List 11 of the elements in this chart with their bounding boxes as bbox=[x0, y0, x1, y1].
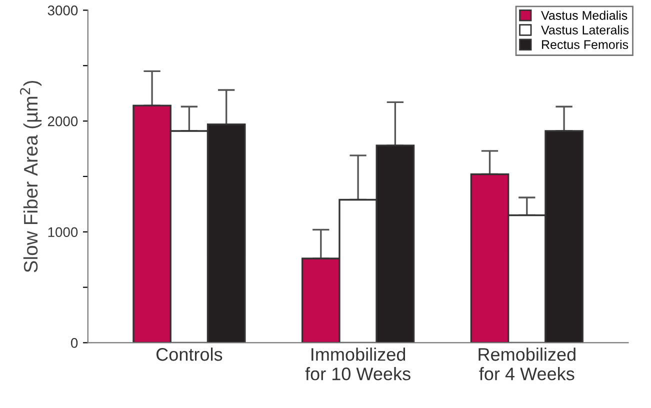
x-tick-label: Immobilized for 10 Weeks bbox=[305, 348, 410, 380]
y-tick-label: 3000 bbox=[48, 6, 78, 16]
x-tick-label: Remobilized for 4 Weeks bbox=[478, 348, 576, 380]
y-axis-title: Slow Fiber Area (µm$^{2}$) bbox=[20, 80, 42, 272]
y-tick-label: 2000 bbox=[48, 116, 78, 126]
y-tick-label: 0 bbox=[70, 338, 78, 348]
legend-label: Rectus Femoris bbox=[542, 40, 628, 50]
legend-label: Vastus Lateralis bbox=[541, 25, 629, 34]
legend-label: Vastus Medialis bbox=[541, 10, 628, 20]
x-tick-label: Controls bbox=[156, 348, 222, 361]
y-tick-label: 1000 bbox=[48, 227, 78, 238]
